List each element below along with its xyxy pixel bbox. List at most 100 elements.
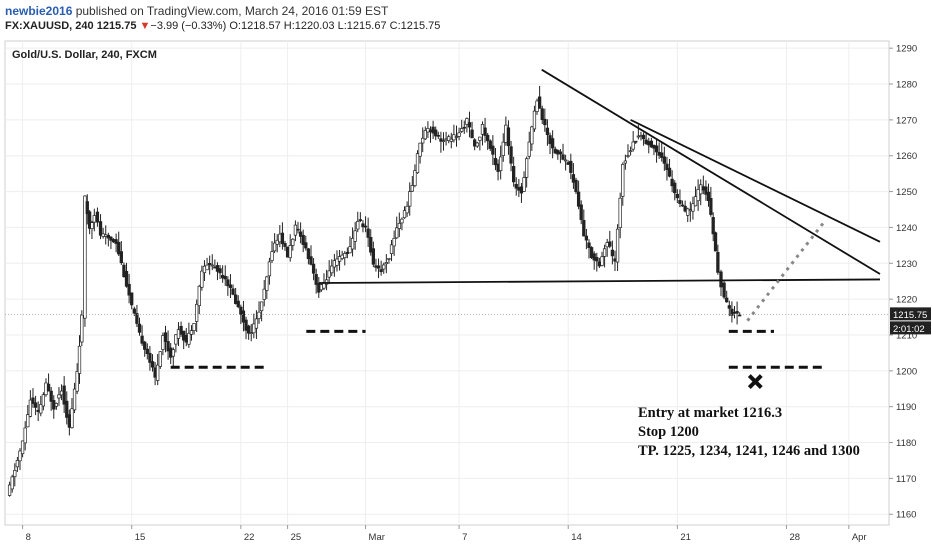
candle-body xyxy=(179,325,183,335)
last-price-tag xyxy=(890,307,931,321)
candle-body xyxy=(288,245,292,259)
candle-body xyxy=(202,265,207,274)
candle-body xyxy=(161,335,165,350)
candle-body xyxy=(615,228,620,263)
candle-body xyxy=(675,193,679,199)
published-text: published on TradingView.com, March 24, … xyxy=(72,4,389,18)
candle-body xyxy=(725,297,729,303)
candle-body xyxy=(77,345,82,374)
candle-body xyxy=(205,264,209,271)
candle-body xyxy=(145,348,149,355)
candle-body xyxy=(631,141,635,150)
candle-body xyxy=(213,266,217,269)
y-tick-label: 1220 xyxy=(896,295,917,306)
candle-body xyxy=(709,197,713,215)
candle-body xyxy=(691,203,695,212)
candle-body xyxy=(402,210,407,219)
candle-body xyxy=(504,124,508,143)
candle-body xyxy=(343,253,347,259)
y-tick-label: 1270 xyxy=(896,115,917,126)
candle-body xyxy=(501,141,505,156)
candle-body xyxy=(457,132,461,137)
y-tick-label: 1250 xyxy=(896,187,917,198)
candle-body xyxy=(369,237,373,253)
candle-body xyxy=(356,221,360,230)
x-tick-label: 21 xyxy=(680,532,691,543)
candle-body xyxy=(317,283,321,293)
candle-body xyxy=(301,234,305,245)
candle-body xyxy=(340,254,344,259)
candle-body xyxy=(350,237,355,250)
candle-body xyxy=(127,283,131,296)
time-axis[interactable]: 8 15 22 25 Mar 7 14 21 28 Apr xyxy=(22,525,867,543)
last-price: 1215.75 xyxy=(96,20,137,32)
candle-body xyxy=(85,201,89,215)
candle-body xyxy=(195,303,199,322)
candle-series xyxy=(7,85,742,497)
candle-body xyxy=(176,329,181,339)
candle-body xyxy=(649,140,654,148)
candle-body xyxy=(41,394,46,407)
candle-body xyxy=(389,244,394,254)
candle-body xyxy=(701,186,705,191)
candle-body xyxy=(415,153,420,174)
candle-body xyxy=(319,284,324,291)
close-value: 1215.75 xyxy=(400,20,441,32)
candle-body xyxy=(163,332,168,342)
candle-body xyxy=(117,241,121,255)
candle-body xyxy=(465,118,469,125)
candle-body xyxy=(387,258,391,260)
candle-body xyxy=(337,256,342,262)
candle-body xyxy=(532,110,537,130)
candle-body xyxy=(92,215,96,223)
candle-body xyxy=(62,385,66,405)
chart-title: Gold/U.S. Dollar, 240, FXCM xyxy=(12,49,157,61)
candle-body xyxy=(208,263,212,265)
candle-body xyxy=(189,330,194,335)
candle-body xyxy=(265,276,269,291)
candle-body xyxy=(90,222,94,229)
candle-body xyxy=(57,394,61,399)
candle-body xyxy=(652,144,656,149)
candle-body xyxy=(418,142,422,157)
candle-body xyxy=(506,127,511,147)
candle-body xyxy=(483,127,487,136)
candle-body xyxy=(738,314,742,317)
candle-body xyxy=(444,138,448,141)
candle-body xyxy=(122,264,126,278)
annotations xyxy=(5,68,889,390)
candle-body xyxy=(36,409,40,412)
price-axis[interactable]: 1160 1170 1180 1190 1200 1210 1220 1230 1240 1250… xyxy=(889,44,931,521)
candle-body xyxy=(46,383,51,392)
projection-path xyxy=(746,219,827,322)
candle-body xyxy=(236,300,240,308)
y-tick-label: 1230 xyxy=(896,259,917,270)
y-tick-label: 1160 xyxy=(896,510,916,521)
candle-body xyxy=(480,124,485,135)
candle-body xyxy=(293,224,298,236)
candle-body xyxy=(486,134,490,142)
candle-body xyxy=(639,135,643,137)
candle-body xyxy=(548,135,552,145)
candle-body xyxy=(582,220,586,237)
author-link[interactable]: newbie2016 xyxy=(5,4,73,18)
candle-body xyxy=(400,218,404,224)
candle-body xyxy=(563,159,568,162)
candle-body xyxy=(278,233,282,243)
low-label: L: xyxy=(337,20,347,32)
candle-body xyxy=(699,184,703,195)
candle-body xyxy=(184,335,188,343)
candle-body xyxy=(462,126,466,129)
candle-body xyxy=(602,248,607,257)
candle-body xyxy=(628,150,633,153)
candle-body xyxy=(374,265,378,268)
candle-body xyxy=(31,397,35,404)
candle-body xyxy=(600,256,604,266)
candle-body xyxy=(311,263,316,274)
candle-body xyxy=(660,152,664,158)
candle-body xyxy=(153,367,157,378)
candle-body xyxy=(252,323,256,334)
y-tick-label: 1290 xyxy=(896,44,917,55)
candle-body xyxy=(324,279,329,285)
